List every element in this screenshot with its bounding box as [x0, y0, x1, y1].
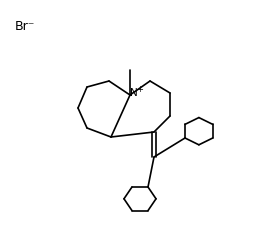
Text: +: + [136, 85, 143, 94]
Text: Br⁻: Br⁻ [15, 20, 35, 33]
Text: N: N [130, 88, 138, 98]
